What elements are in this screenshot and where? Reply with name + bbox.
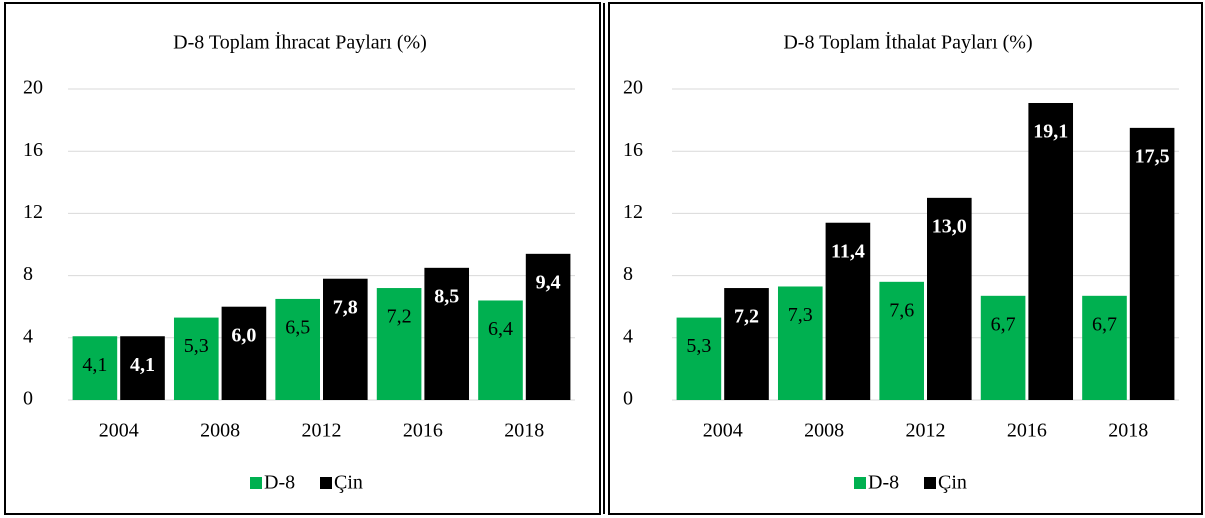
panel-divider — [603, 3, 605, 514]
x-tick-label: 2012 — [302, 420, 342, 442]
x-tick-label: 2012 — [906, 420, 946, 442]
bar — [120, 336, 165, 400]
x-tick-label: 2008 — [804, 420, 844, 442]
legend-swatch — [854, 477, 866, 489]
data-label: 7,3 — [788, 304, 813, 326]
data-label: 8,5 — [434, 285, 459, 307]
panel-border — [4, 2, 601, 515]
data-label: 11,4 — [831, 240, 865, 262]
data-label: 19,1 — [1033, 121, 1068, 143]
x-tick-label: 2016 — [1007, 420, 1047, 442]
panel-border — [608, 2, 1203, 515]
data-label: 7,2 — [387, 306, 412, 328]
legend-label: D-8 — [264, 472, 295, 494]
y-tick-label: 12 — [23, 201, 43, 223]
bar — [927, 197, 972, 400]
x-tick-label: 2008 — [200, 420, 240, 442]
bar — [777, 286, 823, 400]
data-label: 6,7 — [1092, 313, 1117, 335]
chart-title: D-8 Toplam İthalat Payları (%) — [783, 31, 1032, 54]
bar — [424, 267, 470, 400]
bar — [879, 281, 924, 400]
x-tick-label: 2016 — [403, 420, 443, 442]
data-label: 13,0 — [932, 215, 967, 237]
bar — [724, 288, 769, 400]
y-tick-label: 0 — [623, 388, 633, 410]
x-tick-label: 2018 — [504, 420, 544, 442]
data-label: 6,7 — [991, 313, 1016, 335]
bar — [980, 295, 1026, 400]
data-label: 9,4 — [536, 271, 561, 293]
y-tick-label: 4 — [23, 325, 33, 347]
y-tick-label: 8 — [623, 263, 633, 285]
y-tick-label: 20 — [623, 77, 643, 99]
bar — [275, 298, 320, 400]
data-label: 7,2 — [734, 306, 759, 328]
legend-label: Çin — [334, 472, 363, 494]
y-tick-label: 8 — [23, 263, 33, 285]
y-tick-label: 16 — [23, 139, 43, 161]
x-tick-label: 2018 — [1108, 420, 1148, 442]
data-label: 6,5 — [285, 317, 310, 339]
legend-swatch — [320, 477, 332, 489]
bar — [1129, 127, 1175, 400]
y-tick-label: 20 — [23, 77, 43, 99]
data-label: 6,0 — [231, 324, 256, 346]
bar — [825, 222, 871, 400]
legend-label: Çin — [938, 472, 967, 494]
bar — [1028, 102, 1074, 401]
data-label: 4,1 — [82, 354, 107, 376]
data-label: 7,8 — [333, 296, 358, 318]
legend-swatch — [250, 477, 262, 489]
bar — [173, 317, 219, 400]
bar — [525, 253, 571, 400]
bar — [221, 306, 267, 400]
bar — [323, 278, 368, 400]
chart-title: D-8 Toplam İhracat Payları (%) — [173, 31, 427, 54]
y-tick-label: 16 — [623, 139, 643, 161]
x-tick-label: 2004 — [703, 420, 743, 442]
bar — [72, 336, 118, 400]
legend-swatch — [924, 477, 936, 489]
legend-label: D-8 — [868, 472, 899, 494]
data-label: 17,5 — [1135, 145, 1170, 167]
x-tick-label: 2004 — [99, 420, 139, 442]
y-tick-label: 12 — [623, 201, 643, 223]
y-tick-label: 0 — [23, 388, 33, 410]
data-label: 5,3 — [686, 335, 711, 357]
bar — [1082, 295, 1127, 400]
data-label: 4,1 — [130, 354, 155, 376]
bar — [478, 300, 523, 400]
data-label: 6,4 — [488, 318, 513, 340]
y-tick-label: 4 — [623, 325, 633, 347]
data-label: 5,3 — [184, 335, 209, 357]
bar — [676, 317, 722, 400]
data-label: 7,6 — [889, 299, 914, 321]
bar — [376, 288, 422, 400]
